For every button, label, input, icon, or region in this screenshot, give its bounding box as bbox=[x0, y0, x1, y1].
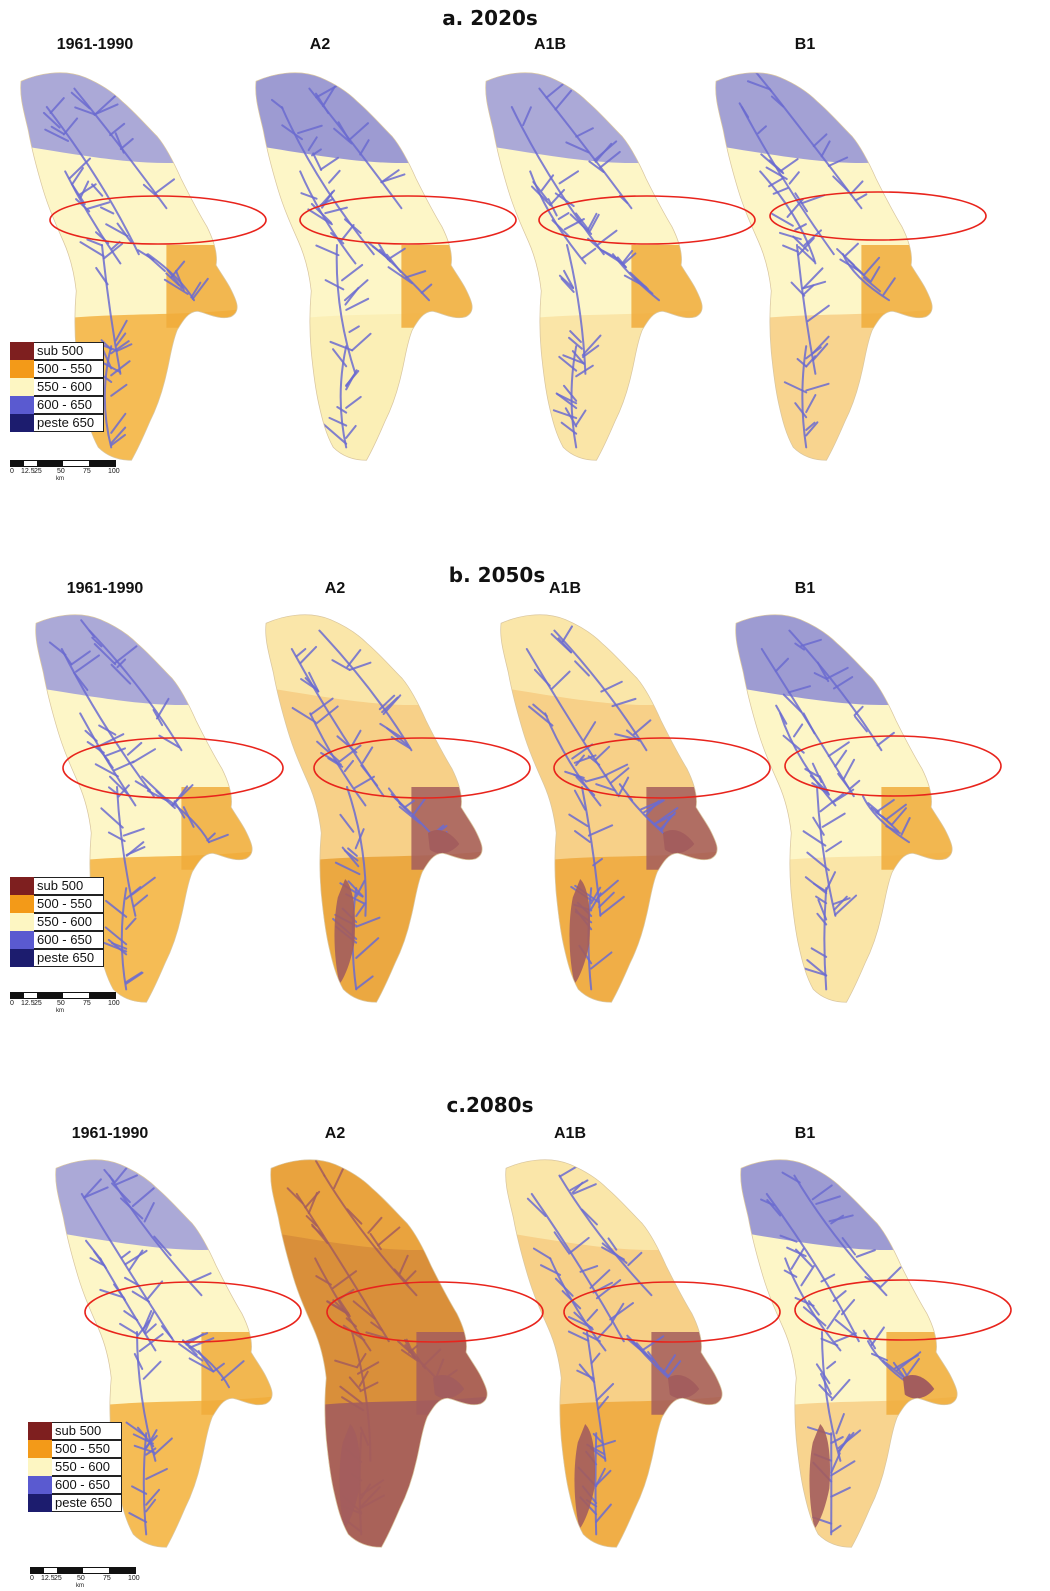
legend-label: peste 650 bbox=[52, 1494, 122, 1512]
map-label: 1961-1990 bbox=[66, 580, 144, 597]
scale-tick: 0 bbox=[10, 1000, 14, 1007]
legend-label: sub 500 bbox=[52, 1422, 122, 1440]
legend-item: 550 - 600 bbox=[10, 913, 120, 931]
scale-unit: km bbox=[56, 1008, 64, 1014]
scale-tick: 12.5 bbox=[21, 468, 35, 475]
map-label: 1961-1990 bbox=[71, 1125, 149, 1142]
legend: sub 500 500 - 550 550 - 600 600 - 650 peste … bbox=[10, 877, 120, 967]
map-label: A1B bbox=[553, 1125, 587, 1142]
legend-label: 550 - 600 bbox=[52, 1458, 122, 1476]
scale-tick: 12.5 bbox=[21, 1000, 35, 1007]
scale-tick: 12.5 bbox=[41, 1575, 55, 1582]
legend-label: 600 - 650 bbox=[52, 1476, 122, 1494]
legend-label: 500 - 550 bbox=[34, 360, 104, 378]
map-a-4 bbox=[705, 58, 935, 478]
map-label: A2 bbox=[324, 580, 346, 597]
scale-bar: 0 12.5 25 50 75 100 km bbox=[10, 992, 120, 1016]
legend-item: 550 - 600 bbox=[10, 378, 120, 396]
legend-label: 550 - 600 bbox=[34, 378, 104, 396]
panel-title-b: b. 2050s bbox=[448, 563, 546, 587]
legend-item: 550 - 600 bbox=[28, 1458, 138, 1476]
scale-unit: km bbox=[56, 476, 64, 482]
legend: sub 500 500 - 550 550 - 600 600 - 650 peste … bbox=[28, 1422, 138, 1512]
map-label: A2 bbox=[324, 1125, 346, 1142]
scale-tick: 0 bbox=[30, 1575, 34, 1582]
legend-swatch bbox=[10, 913, 34, 931]
legend-label: sub 500 bbox=[34, 877, 104, 895]
scale-unit: km bbox=[76, 1583, 84, 1589]
legend-swatch bbox=[10, 342, 34, 360]
scale-tick: 50 bbox=[77, 1575, 85, 1582]
map-c-4 bbox=[730, 1145, 960, 1565]
scale-tick: 25 bbox=[34, 468, 42, 475]
map-label: A2 bbox=[309, 36, 331, 53]
map-label: A1B bbox=[533, 36, 567, 53]
legend-swatch bbox=[10, 931, 34, 949]
scale-tick: 75 bbox=[103, 1575, 111, 1582]
legend-swatch bbox=[10, 396, 34, 414]
map-label: B1 bbox=[794, 1125, 816, 1142]
legend-swatch bbox=[10, 895, 34, 913]
legend-item: 500 - 550 bbox=[28, 1440, 138, 1458]
legend-label: 550 - 600 bbox=[34, 913, 104, 931]
panel-title-c: c.2080s bbox=[446, 1093, 534, 1117]
scale-tick: 100 bbox=[108, 468, 120, 475]
scale-tick: 25 bbox=[34, 1000, 42, 1007]
legend-item: 500 - 550 bbox=[10, 895, 120, 913]
scale-tick: 75 bbox=[83, 1000, 91, 1007]
legend-item: peste 650 bbox=[28, 1494, 138, 1512]
map-b-2 bbox=[255, 600, 485, 1020]
legend-label: 500 - 550 bbox=[52, 1440, 122, 1458]
legend-label: sub 500 bbox=[34, 342, 104, 360]
map-b-3 bbox=[490, 600, 720, 1020]
legend-swatch bbox=[28, 1440, 52, 1458]
legend: sub 500 500 - 550 550 - 600 600 - 650 peste … bbox=[10, 342, 120, 432]
map-c-2 bbox=[260, 1145, 490, 1565]
legend-label: peste 650 bbox=[34, 414, 104, 432]
map-label: 1961-1990 bbox=[56, 36, 134, 53]
map-c-3 bbox=[495, 1145, 725, 1565]
map-b-4 bbox=[725, 600, 955, 1020]
legend-swatch bbox=[10, 378, 34, 396]
map-label: B1 bbox=[794, 36, 816, 53]
panel-title-a: a. 2020s bbox=[442, 6, 538, 30]
legend-swatch bbox=[28, 1458, 52, 1476]
legend-item: peste 650 bbox=[10, 414, 120, 432]
legend-item: 600 - 650 bbox=[28, 1476, 138, 1494]
scale-bar: 0 12.5 25 50 75 100 km bbox=[30, 1567, 140, 1591]
map-a-3 bbox=[475, 58, 705, 478]
legend-swatch bbox=[10, 949, 34, 967]
legend-item: sub 500 bbox=[28, 1422, 138, 1440]
map-a-2 bbox=[245, 58, 475, 478]
legend-swatch bbox=[10, 877, 34, 895]
scale-tick: 100 bbox=[108, 1000, 120, 1007]
scale-tick: 50 bbox=[57, 468, 65, 475]
legend-swatch bbox=[10, 360, 34, 378]
legend-label: peste 650 bbox=[34, 949, 104, 967]
scale-tick: 50 bbox=[57, 1000, 65, 1007]
scale-tick: 75 bbox=[83, 468, 91, 475]
legend-item: 600 - 650 bbox=[10, 396, 120, 414]
legend-item: peste 650 bbox=[10, 949, 120, 967]
legend-item: 600 - 650 bbox=[10, 931, 120, 949]
legend-item: sub 500 bbox=[10, 877, 120, 895]
scale-tick: 0 bbox=[10, 468, 14, 475]
scale-tick: 25 bbox=[54, 1575, 62, 1582]
legend-swatch bbox=[10, 414, 34, 432]
legend-swatch bbox=[28, 1422, 52, 1440]
legend-item: 500 - 550 bbox=[10, 360, 120, 378]
map-label: A1B bbox=[548, 580, 582, 597]
scale-tick: 100 bbox=[128, 1575, 140, 1582]
legend-item: sub 500 bbox=[10, 342, 120, 360]
scale-bar: 0 12.5 25 50 75 100 km bbox=[10, 460, 120, 484]
legend-label: 600 - 650 bbox=[34, 931, 104, 949]
legend-swatch bbox=[28, 1476, 52, 1494]
legend-label: 600 - 650 bbox=[34, 396, 104, 414]
map-label: B1 bbox=[794, 580, 816, 597]
legend-swatch bbox=[28, 1494, 52, 1512]
legend-label: 500 - 550 bbox=[34, 895, 104, 913]
